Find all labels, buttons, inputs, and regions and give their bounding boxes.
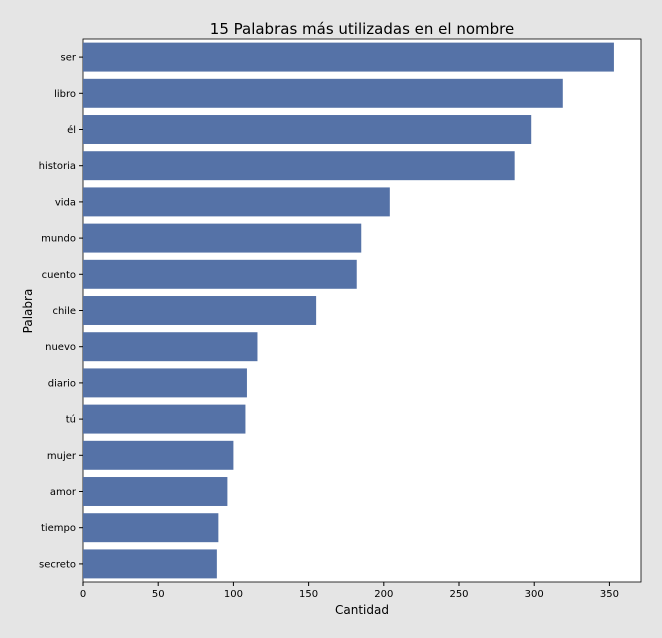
x-tick-label: 150	[299, 589, 318, 600]
y-tick-label: nuevo	[45, 342, 76, 353]
x-tick-label: 50	[152, 589, 165, 600]
bar-12	[83, 477, 228, 506]
bar-11	[83, 440, 234, 470]
y-tick-label: mundo	[41, 234, 76, 245]
y-tick-label: ser	[61, 53, 77, 64]
y-tick-label: cuento	[42, 270, 76, 281]
y-tick-label: mujer	[47, 451, 77, 462]
y-tick-label: él	[67, 124, 76, 136]
y-tick-label: vida	[55, 197, 76, 208]
bars-group	[83, 42, 614, 579]
y-tick-label: libro	[54, 89, 76, 100]
y-tick-label: amor	[50, 487, 77, 498]
bar-2	[83, 115, 532, 144]
bar-9	[83, 368, 247, 398]
y-tick-label: tú	[66, 414, 76, 426]
y-tick-label: tiempo	[41, 523, 76, 534]
bar-7	[83, 296, 317, 325]
bar-13	[83, 513, 219, 543]
x-axis-label: Cantidad	[335, 603, 389, 617]
bar-8	[83, 332, 258, 362]
bar-4	[83, 187, 390, 217]
y-axis-label: Palabra	[21, 289, 35, 334]
x-axis-ticks: 0 50 100 150 200 250 300 350	[80, 582, 619, 600]
bar-6	[83, 259, 357, 289]
bar-10	[83, 404, 246, 434]
y-tick-label: secreto	[39, 559, 76, 570]
x-tick-label: 250	[449, 589, 468, 600]
y-tick-label: chile	[52, 306, 76, 317]
bar-0	[83, 42, 614, 72]
bar-1	[83, 78, 563, 108]
y-tick-label: historia	[39, 161, 76, 172]
x-tick-label: 200	[374, 589, 393, 600]
bar-14	[83, 549, 217, 579]
bar-5	[83, 223, 362, 253]
y-axis-ticks: ser libro él historia vida mundo cuento chile nu…	[39, 53, 83, 570]
y-tick-label: diario	[48, 378, 76, 389]
x-tick-label: 350	[600, 589, 619, 600]
chart-title: 15 Palabras más utilizadas en el nombre	[210, 20, 514, 38]
bar-3	[83, 151, 515, 181]
x-tick-label: 100	[224, 589, 243, 600]
x-tick-label: 0	[80, 589, 86, 600]
x-tick-label: 300	[525, 589, 544, 600]
